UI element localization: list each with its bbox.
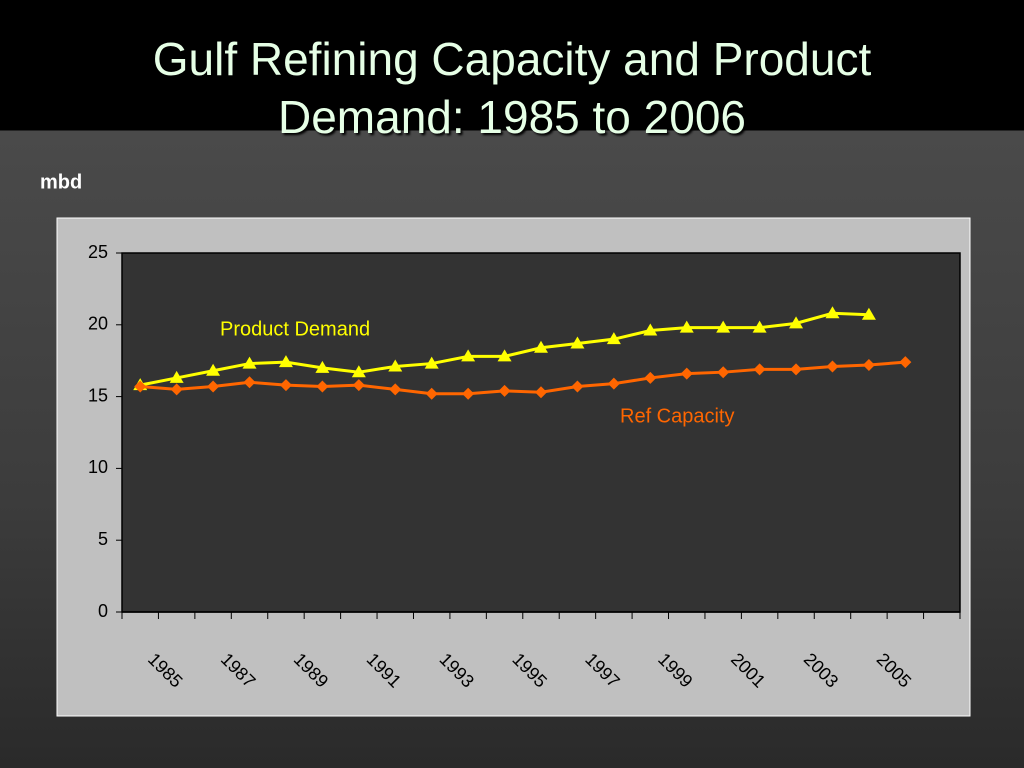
series-line [140,360,906,396]
marker [644,371,657,384]
marker [570,336,585,349]
marker [207,380,220,393]
marker [497,349,512,362]
marker [825,306,840,319]
marker [643,323,658,336]
marker [389,383,402,396]
slide-title: Gulf Refining Capacity and Product Deman… [152,33,872,143]
marker [680,367,693,380]
y-axis-label: mbd [40,171,82,193]
marker [716,320,731,333]
marker [388,359,403,372]
y-tick-label: 20 [88,314,108,334]
marker [316,380,329,393]
series-label: Ref Capacity [620,405,735,427]
marker [206,363,221,376]
marker [278,355,293,368]
marker [606,332,621,345]
marker [425,387,438,400]
marker [790,363,803,376]
plot-area [121,252,961,613]
marker [424,356,439,369]
marker [752,320,767,333]
marker [243,376,256,389]
y-tick-label: 5 [98,529,108,549]
marker [571,380,584,393]
marker [826,360,839,373]
marker [170,383,183,396]
marker [462,387,475,400]
marker [315,360,330,373]
y-tick-label: 15 [88,385,108,405]
y-tick-label: 0 [98,601,108,621]
marker [861,307,876,320]
marker [862,359,875,372]
marker [134,380,147,393]
marker [352,379,365,392]
y-tick-label: 25 [88,242,108,262]
marker [679,320,694,333]
marker [351,365,366,378]
marker [279,379,292,392]
marker [535,386,547,399]
series-label: Product Demand [220,318,370,340]
marker [534,340,548,353]
y-tick-label: 10 [88,457,108,477]
marker [607,377,620,390]
marker [242,356,257,369]
marker [899,356,912,369]
marker [789,316,804,329]
marker [461,349,476,362]
marker [169,370,184,383]
marker [717,366,730,379]
marker [753,363,766,376]
marker [498,384,511,397]
